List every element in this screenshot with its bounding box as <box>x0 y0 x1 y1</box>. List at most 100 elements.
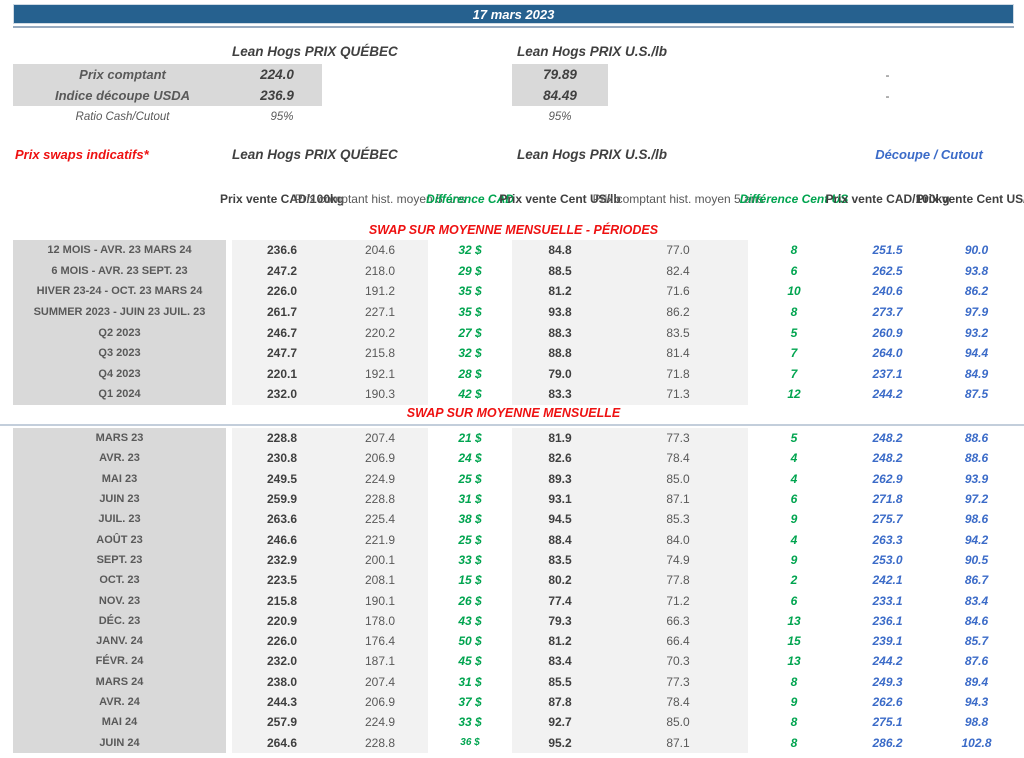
cell-hist-moyen-cad: 191.2 <box>332 281 428 302</box>
table-row: AVR. 24 244.3 206.9 37 $ 87.8 78.4 9 262.6 94.3 <box>13 691 1024 713</box>
cell-cutout-us: 86.7 <box>964 573 989 588</box>
cell-hist-moyen-cad: 190.1 <box>332 590 428 611</box>
cell-cutout-us: 89.4 <box>964 674 989 689</box>
cell-difference-cad: 28 $ <box>458 366 482 381</box>
table-row: Q2 2023 246.7 220.2 27 $ 88.3 83.5 5 260.9 93.2 <box>13 322 1024 343</box>
cell-dash: - <box>885 67 890 82</box>
cell-prix-vente-cad: 232.9 <box>232 549 332 571</box>
cell-prix-vente-us: 83.4 <box>512 651 608 672</box>
cell-prix-vente-us: 93.8 <box>512 301 608 323</box>
cell-cutout-us: 84.9 <box>964 366 989 381</box>
cell-cutout-us: 93.8 <box>964 263 989 278</box>
row-label: FÉVR. 24 <box>13 651 232 672</box>
cell-difference-cad: 35 $ <box>458 284 482 299</box>
row-label: Q4 2023 <box>13 363 232 385</box>
row-label: MARS 24 <box>13 671 232 692</box>
cell-prix-vente-cad: 264.6 <box>232 732 332 753</box>
cell-cutout-cad: 249.3 <box>872 674 903 689</box>
cell-prix-vente-cad: 246.7 <box>232 322 332 343</box>
cell-difference-us: 9 <box>790 695 798 709</box>
row-label: JUIN 23 <box>13 488 232 510</box>
cell-cutout-us: 87.6 <box>964 654 989 669</box>
table-row: Ratio Cash/Cutout 95% 95% <box>13 106 1024 127</box>
cell-dash: - <box>885 88 890 103</box>
cell-hist-moyen-us: 77.3 <box>608 428 748 449</box>
cell-difference-us: 15 <box>787 634 801 649</box>
cell-prix-vente-us: 79.3 <box>512 610 608 631</box>
cell-difference-us: 5 <box>790 431 798 446</box>
row-label: Indice découpe USDA <box>13 85 232 106</box>
cell-cutout-us: 102.8 <box>961 735 992 750</box>
summary-table: Prix comptant 224.0 79.89 - Indice décou… <box>13 64 1024 127</box>
swaps-quebec-header: Lean Hogs PRIX QUÉBEC <box>232 147 398 162</box>
cell-cutout-us: 97.9 <box>964 305 989 320</box>
cell-prix-vente-cad: 226.0 <box>232 281 332 302</box>
cell-prix-vente-us: 88.4 <box>512 529 608 550</box>
cell-hist-moyen-cad: 200.1 <box>332 549 428 571</box>
cell-hist-moyen-cad: 224.9 <box>332 712 428 733</box>
row-label: SUMMER 2023 - JUIN 23 JUIL. 23 <box>13 301 232 323</box>
cell-prix-vente-us: 95.2 <box>512 732 608 753</box>
monthly-table: MARS 23 228.8 207.4 21 $81.9 77.3 5 248.2 88.6 A… <box>13 428 1024 753</box>
cell-difference-us: 4 <box>790 471 798 486</box>
cell-hist-moyen-us: 85.0 <box>608 712 748 733</box>
cell-prix-vente-us: 83.3 <box>512 384 608 405</box>
row-label: OCT. 23 <box>13 570 232 591</box>
cell-difference-us: 7 <box>790 366 798 381</box>
table-row: Q3 2023 247.7 215.8 32 $ 88.8 81.4 7 264.0 94.4 <box>13 342 1024 364</box>
cell-hist-moyen-cad: 187.1 <box>332 651 428 672</box>
cell-prix-vente-cad: 236.6 <box>232 240 332 261</box>
col-header-cutout-us: Prix vente Cent US/lb <box>915 191 1024 206</box>
row-label: JANV. 24 <box>13 630 232 652</box>
cell-prix-vente-us: 81.2 <box>512 630 608 652</box>
row-label: Ratio Cash/Cutout <box>13 106 232 127</box>
cell-hist-moyen-cad: 215.8 <box>332 342 428 364</box>
cell-hist-moyen-cad: 208.1 <box>332 570 428 591</box>
cell-hist-moyen-us: 66.4 <box>608 630 748 652</box>
cell-cutout-cad: 262.5 <box>872 263 903 278</box>
cell-hist-moyen-cad: 192.1 <box>332 363 428 385</box>
cell-hist-moyen-cad: 220.2 <box>332 322 428 343</box>
cell-hist-moyen-us: 87.1 <box>608 732 748 753</box>
cell-hist-moyen-cad: 221.9 <box>332 529 428 550</box>
cell-cutout-cad: 286.2 <box>872 735 903 750</box>
cutout-header: Découpe / Cutout <box>875 147 983 162</box>
cell-hist-moyen-cad: 207.4 <box>332 428 428 449</box>
section-divider <box>0 424 1024 426</box>
cell-hist-moyen-cad: 218.0 <box>332 260 428 282</box>
date-header-bar: 17 mars 2023 <box>13 4 1014 24</box>
cell-hist-moyen-us: 78.4 <box>608 691 748 713</box>
row-label: 6 MOIS - AVR. 23 SEPT. 23 <box>13 260 232 282</box>
cell-difference-us: 6 <box>790 263 798 278</box>
cell-difference-us: 9 <box>790 552 798 567</box>
table-row: MARS 23 228.8 207.4 21 $ 81.9 77.3 5 248.2 88.6 <box>13 428 1024 449</box>
row-label: SEPT. 23 <box>13 549 232 571</box>
row-label: MARS 23 <box>13 428 232 449</box>
cell-cutout-us: 93.2 <box>964 325 989 340</box>
section-header-periodes: SWAP SUR MOYENNE MENSUELLE - PÉRIODES <box>368 223 659 237</box>
cell-cutout-us: 94.2 <box>964 532 989 547</box>
cell-cutout-us: 94.3 <box>964 695 989 709</box>
row-label: DÉC. 23 <box>13 610 232 631</box>
table-row: AOÛT 23 246.6 221.9 25 $ 88.4 84.0 4 263.3 94.2 <box>13 529 1024 550</box>
cell-hist-moyen-us: 77.8 <box>608 570 748 591</box>
row-label: 12 MOIS - AVR. 23 MARS 24 <box>13 240 232 261</box>
cell-prix-vente-cad: 244.3 <box>232 691 332 713</box>
cell-cutout-cad: 263.3 <box>872 532 903 547</box>
table-row: MAI 23 249.5 224.9 25 $ 89.3 85.0 4 262.9 93.9 <box>13 468 1024 489</box>
cell-prix-vente-us: 88.5 <box>512 260 608 282</box>
cell-hist-moyen-us: 70.3 <box>608 651 748 672</box>
cell-prix-vente-us: 94.5 <box>512 509 608 530</box>
summary-quebec-header: Lean Hogs PRIX QUÉBEC <box>232 44 398 59</box>
col-header-cutout-cad: Prix vente CAD/100kg <box>825 191 950 206</box>
cell-difference-cad: 45 $ <box>458 654 482 669</box>
cell-difference-cad: 24 $ <box>458 451 482 466</box>
col-header-hist-moyen-us: Prix comptant hist. moyen 5 ans <box>592 191 764 206</box>
table-row: 6 MOIS - AVR. 23 SEPT. 23 247.2 218.0 29 $ 8… <box>13 260 1024 282</box>
cell-difference-cad: 29 $ <box>458 263 482 278</box>
cell-hist-moyen-cad: 207.4 <box>332 671 428 692</box>
cell-hist-moyen-us: 85.3 <box>608 509 748 530</box>
row-label: AVR. 23 <box>13 448 232 469</box>
table-row: Prix comptant 224.0 79.89 - <box>13 64 1024 85</box>
cell-prix-comptant-quebec: 224.0 <box>232 64 332 85</box>
